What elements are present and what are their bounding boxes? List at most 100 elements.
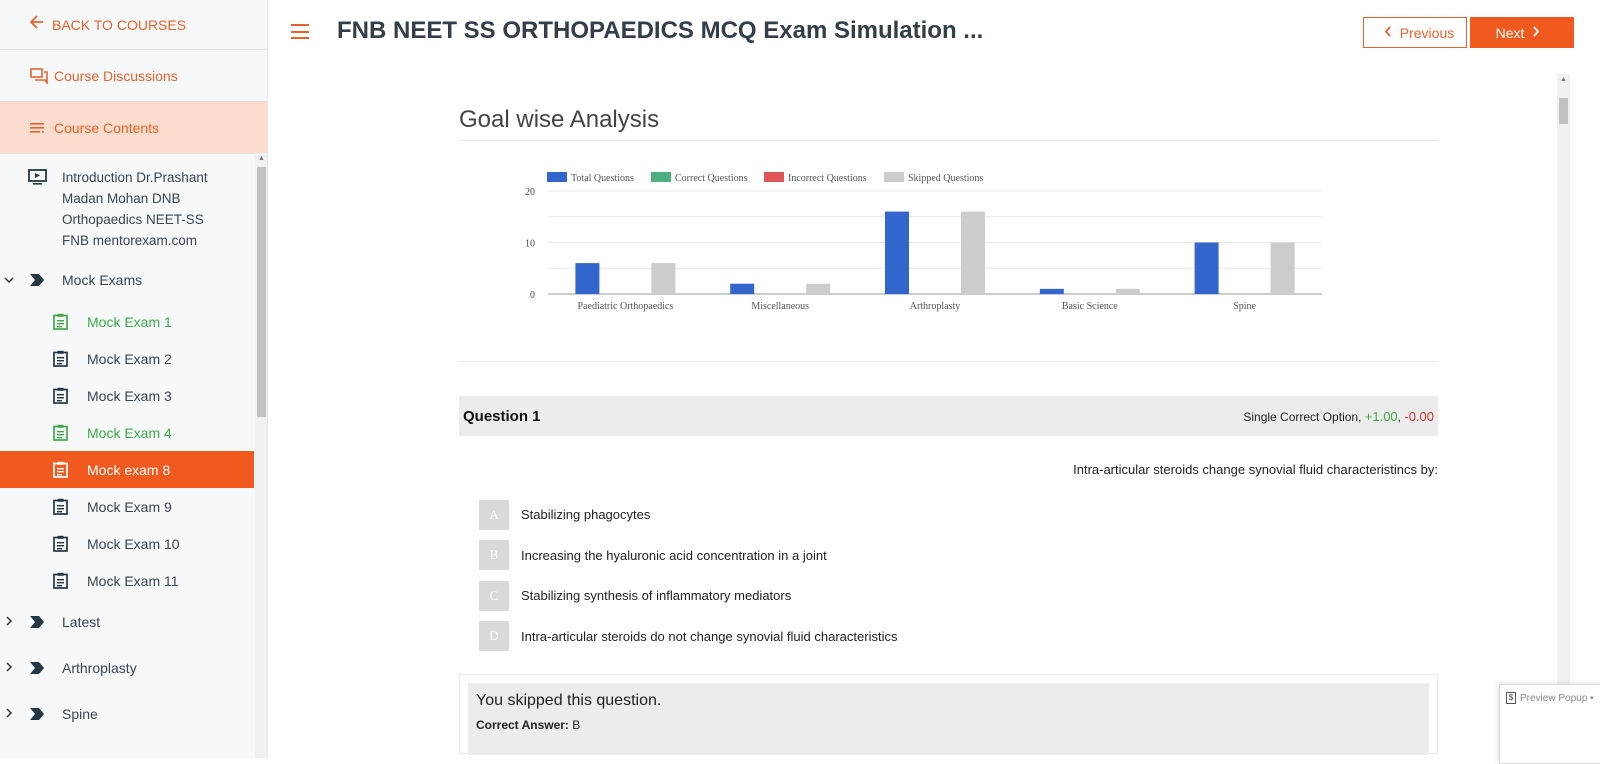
option-letter: B: [479, 540, 509, 570]
bar: [1270, 242, 1295, 294]
clipboard-icon: [53, 424, 73, 441]
marks-separator: ,: [1397, 409, 1402, 424]
y-tick-label: 10: [525, 239, 535, 250]
option-item[interactable]: D Intra-articular steroids do not change …: [479, 621, 1438, 652]
next-button[interactable]: Next: [1470, 17, 1574, 48]
tag-icon: [30, 708, 46, 720]
option-item[interactable]: A Stabilizing phagocytes: [479, 499, 1438, 530]
main-scrollbar[interactable]: ▲: [1557, 74, 1570, 758]
question-number: Question 1: [463, 407, 541, 425]
legend-swatch: [651, 172, 671, 182]
course-contents-label: Course Contents: [54, 119, 160, 136]
next-label: Next: [1495, 24, 1525, 41]
clipboard-icon: [53, 535, 73, 552]
option-item[interactable]: C Stabilizing synthesis of inflammatory m…: [479, 580, 1438, 611]
question-type: Single Correct Option,: [1243, 409, 1362, 424]
chevron-down-icon: [2, 273, 16, 287]
tag-icon: [30, 616, 46, 628]
mock-exam-label: Mock Exam 10: [87, 535, 180, 552]
course-contents-link[interactable]: Course Contents: [0, 102, 267, 154]
bar: [1039, 288, 1064, 294]
legend-label: Skipped Questions: [908, 173, 983, 184]
section-mock-exams[interactable]: Mock Exams: [0, 257, 254, 303]
list-icon: [30, 122, 50, 134]
chevron-right-icon: [2, 615, 16, 629]
chevron-left-icon: [1384, 25, 1392, 40]
correct-answer-value: B: [572, 717, 581, 732]
arrow-left-icon: [29, 15, 44, 34]
option-text: Increasing the hyaluronic acid concentra…: [521, 547, 827, 563]
tag-icon: [30, 662, 46, 674]
bar: [651, 263, 676, 294]
chart-svg: 0 10 20 Total Questions Correct Questions Inc…: [525, 172, 1322, 312]
x-tick-label: Paediatric Orthopaedics: [578, 301, 674, 312]
clipboard-icon: [53, 387, 73, 404]
course-discussions-label: Course Discussions: [54, 67, 178, 84]
scroll-up-icon[interactable]: ▲: [258, 155, 265, 162]
legend-swatch: [884, 172, 904, 182]
option-letter: D: [479, 621, 509, 651]
video-icon: [28, 167, 62, 251]
intro-lesson-item[interactable]: Introduction Dr.Prashant Madan Mohan DNB…: [0, 153, 254, 251]
negative-marks: -0.00: [1404, 408, 1434, 424]
question-header: Question 1 Single Correct Option, +1.00,…: [459, 396, 1438, 436]
legend-label: Total Questions: [571, 173, 634, 184]
correct-answer: Correct Answer: B: [476, 718, 1421, 732]
section-label: Mock Exams: [62, 272, 143, 288]
x-tick-label: Miscellaneous: [751, 301, 809, 312]
menu-icon[interactable]: [291, 24, 309, 39]
section-latest[interactable]: Latest: [0, 599, 254, 645]
mock-exam-item[interactable]: Mock Exam 3: [0, 377, 254, 414]
correct-answer-label: Correct Answer:: [476, 717, 569, 732]
intro-lesson-label: Introduction Dr.Prashant Madan Mohan DNB…: [62, 170, 208, 248]
question-meta: Single Correct Option, +1.00, -0.00: [1243, 409, 1434, 424]
clipboard-icon: [53, 498, 73, 515]
option-item[interactable]: B Increasing the hyaluronic acid concentr…: [479, 540, 1438, 571]
chevron-right-icon: [2, 707, 16, 721]
section-spine[interactable]: Spine: [0, 691, 254, 737]
skip-message: You skipped this question.: [476, 691, 662, 709]
mock-exam-item[interactable]: Mock Exam 11: [0, 562, 254, 599]
sidebar-scrollbar-thumb[interactable]: [257, 167, 266, 417]
section-arthroplasty[interactable]: Arthroplasty: [0, 645, 254, 691]
tag-icon: [30, 274, 46, 286]
mock-exam-item[interactable]: Mock Exam 9: [0, 488, 254, 525]
question-text: Intra-articular steroids change synovial…: [1073, 462, 1438, 477]
main-content: Goal wise Analysis 0 10 20 Total Questions C…: [459, 74, 1438, 755]
result-inner: You skipped this question. Correct Answe…: [468, 682, 1429, 755]
back-to-courses-link[interactable]: BACK TO COURSES: [0, 0, 267, 50]
previous-button[interactable]: Previous: [1363, 17, 1467, 48]
course-discussions-link[interactable]: Course Discussions: [0, 50, 267, 102]
y-tick-label: 0: [530, 290, 535, 301]
main-scrollbar-thumb[interactable]: [1559, 98, 1568, 124]
document-icon: $: [1506, 692, 1516, 704]
mock-exam-label: Mock Exam 2: [87, 350, 172, 367]
clipboard-icon: [53, 572, 73, 589]
legend-swatch: [547, 172, 567, 182]
mock-exam-item[interactable]: Mock Exam 2: [0, 340, 254, 377]
previous-label: Previous: [1399, 24, 1455, 41]
bar: [1115, 288, 1140, 294]
analysis-title: Goal wise Analysis: [459, 106, 1438, 141]
chevron-right-icon: [2, 661, 16, 675]
sidebar-scrollbar[interactable]: ▲: [255, 153, 267, 758]
bar: [885, 211, 909, 294]
page-title: FNB NEET SS ORTHOPAEDICS MCQ Exam Simula…: [337, 17, 984, 44]
scroll-up-icon[interactable]: ▲: [1560, 76, 1567, 83]
section-label: Latest: [62, 614, 101, 630]
mock-exam-item[interactable]: Mock Exam 4: [0, 414, 254, 451]
mock-exam-item[interactable]: Mock exam 8: [0, 451, 254, 488]
mock-exam-item[interactable]: Mock Exam 10: [0, 525, 254, 562]
preview-popup[interactable]: $ Preview Popup •: [1499, 684, 1600, 764]
positive-marks: +1.00: [1364, 408, 1398, 424]
result-box: You skipped this question. Correct Answe…: [459, 673, 1438, 755]
bar: [575, 263, 600, 294]
y-tick-label: 20: [525, 187, 535, 198]
mock-exam-item[interactable]: Mock Exam 1: [0, 303, 254, 340]
section-label: Arthroplasty: [62, 660, 137, 676]
option-letter: A: [479, 499, 509, 530]
option-text: Stabilizing synthesis of inflammatory me…: [521, 588, 792, 603]
mock-exam-label: Mock Exam 11: [87, 572, 179, 589]
x-tick-label: Basic Science: [1062, 301, 1118, 312]
section-label: Spine: [62, 706, 98, 722]
